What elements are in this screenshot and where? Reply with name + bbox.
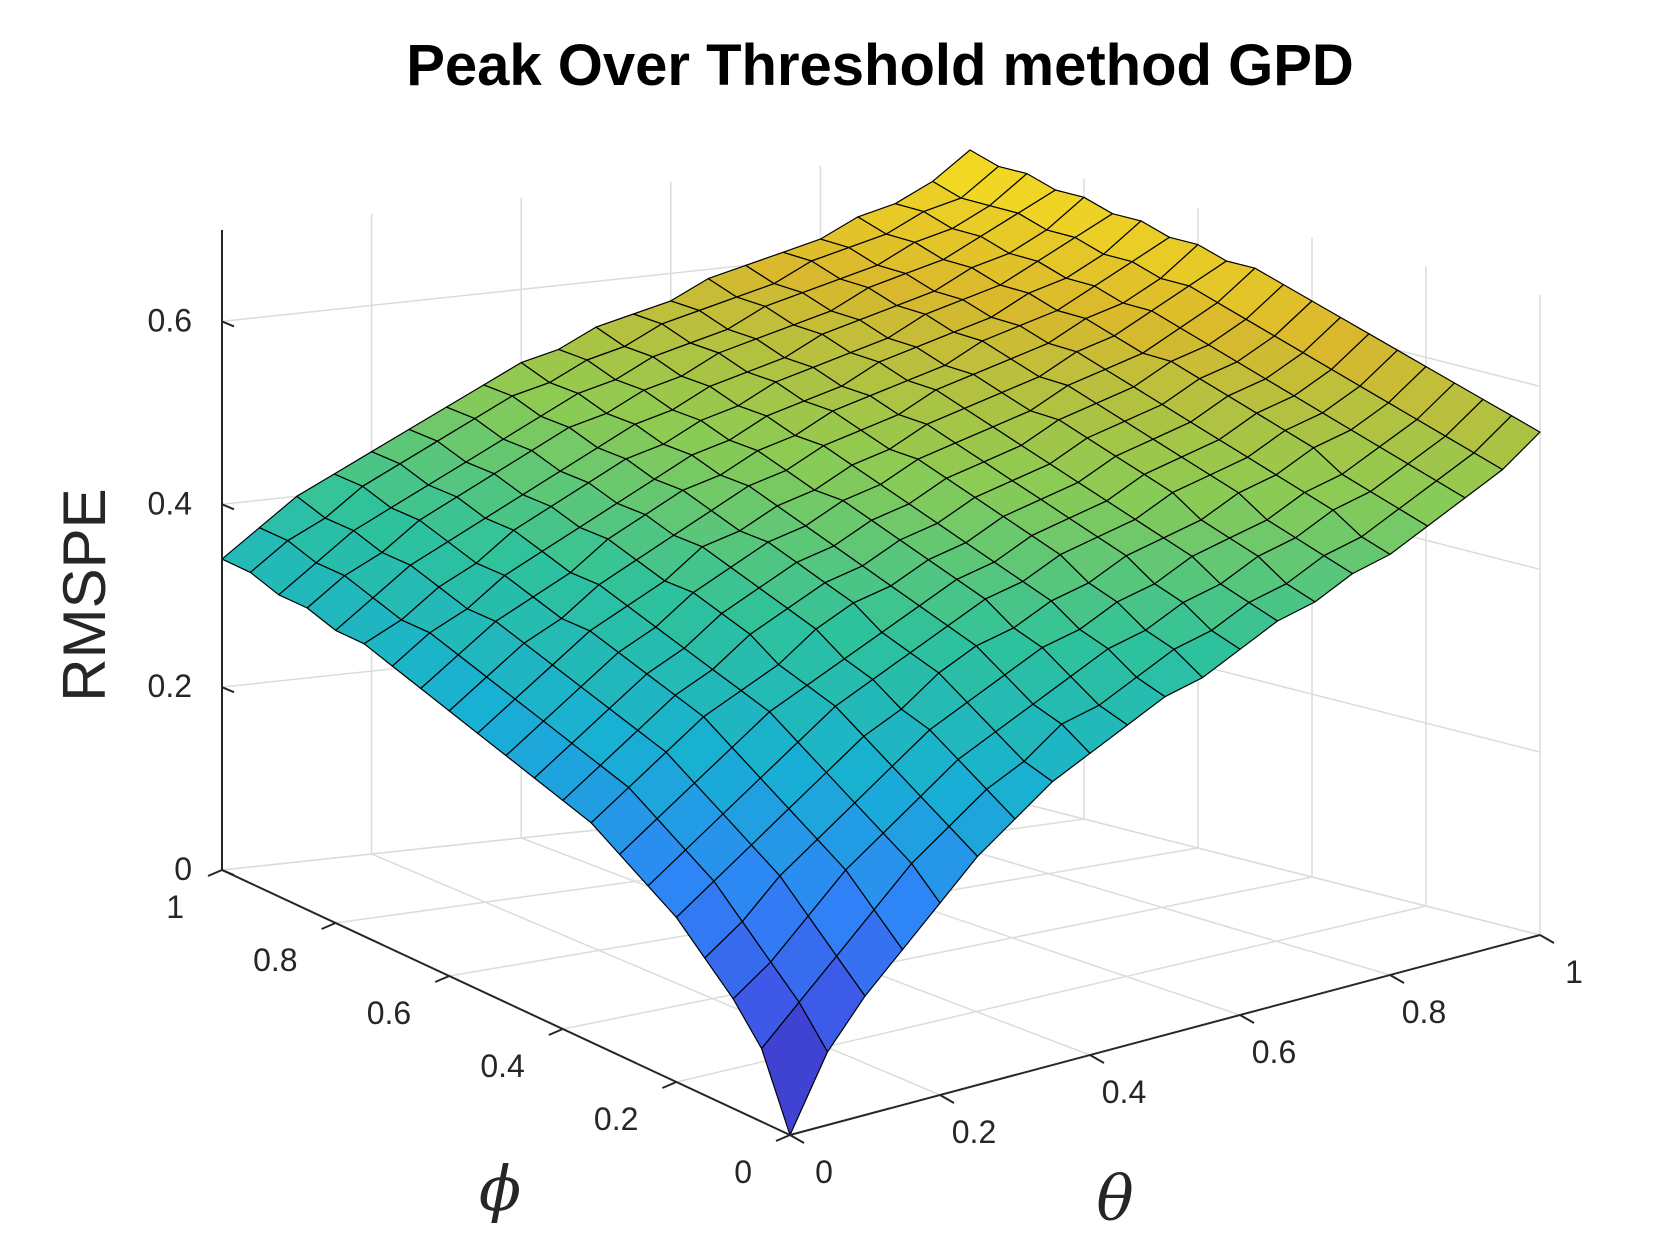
- phi-tick: [548, 1028, 564, 1036]
- theta-tick-label: 1: [1565, 954, 1583, 990]
- surface-layer: [221, 149, 1541, 1136]
- phi-tick: [207, 869, 223, 877]
- z-tick: [221, 320, 235, 328]
- phi-tick-label: 0.4: [480, 1048, 524, 1084]
- theta-tick: [789, 1134, 805, 1144]
- chart-title: Peak Over Threshold method GPD: [406, 33, 1354, 98]
- z-tick-label: 0: [174, 851, 192, 887]
- theta-tick: [1539, 934, 1555, 944]
- phi-tick: [775, 1134, 791, 1142]
- theta-tick: [1239, 1014, 1255, 1024]
- z-axis-label: RMSPE: [51, 488, 118, 701]
- phi-tick-label: 0: [734, 1154, 752, 1190]
- z-tick-label: 0.4: [148, 485, 192, 521]
- z-tick: [221, 503, 235, 511]
- phi-tick: [662, 1081, 677, 1089]
- theta-tick: [1089, 1054, 1105, 1064]
- phi-tick-label: 0.8: [253, 942, 297, 978]
- surface-face: [760, 1001, 829, 1136]
- floor-grid-line: [562, 876, 1313, 1030]
- theta-axis-line: [789, 934, 1541, 1136]
- phi-tick-label: 0.2: [594, 1101, 638, 1137]
- z-tick: [221, 686, 235, 694]
- phi-tick-label: 1: [166, 889, 184, 925]
- z-tick-label: 0.6: [148, 302, 192, 338]
- theta-tick-label: 0: [815, 1154, 833, 1190]
- phi-axis-line: [221, 869, 791, 1136]
- z-tick: [221, 869, 235, 876]
- z-tick-label: 0.2: [148, 668, 192, 704]
- theta-tick-label: 0.4: [1102, 1074, 1146, 1110]
- theta-tick: [939, 1094, 955, 1104]
- theta-axis-label: θ: [1096, 1162, 1133, 1235]
- phi-tick: [434, 975, 450, 983]
- phi-tick-label: 0.6: [367, 995, 411, 1031]
- phi-tick: [321, 922, 336, 930]
- floor-grid-line: [371, 853, 941, 1096]
- theta-tick-label: 0.2: [952, 1114, 996, 1150]
- theta-tick: [1389, 974, 1405, 984]
- phi-axis-label: ϕ: [479, 1152, 521, 1225]
- axes-layer: [221, 230, 1541, 1136]
- theta-tick-label: 0.6: [1252, 1034, 1296, 1070]
- theta-tick-label: 0.8: [1402, 994, 1446, 1030]
